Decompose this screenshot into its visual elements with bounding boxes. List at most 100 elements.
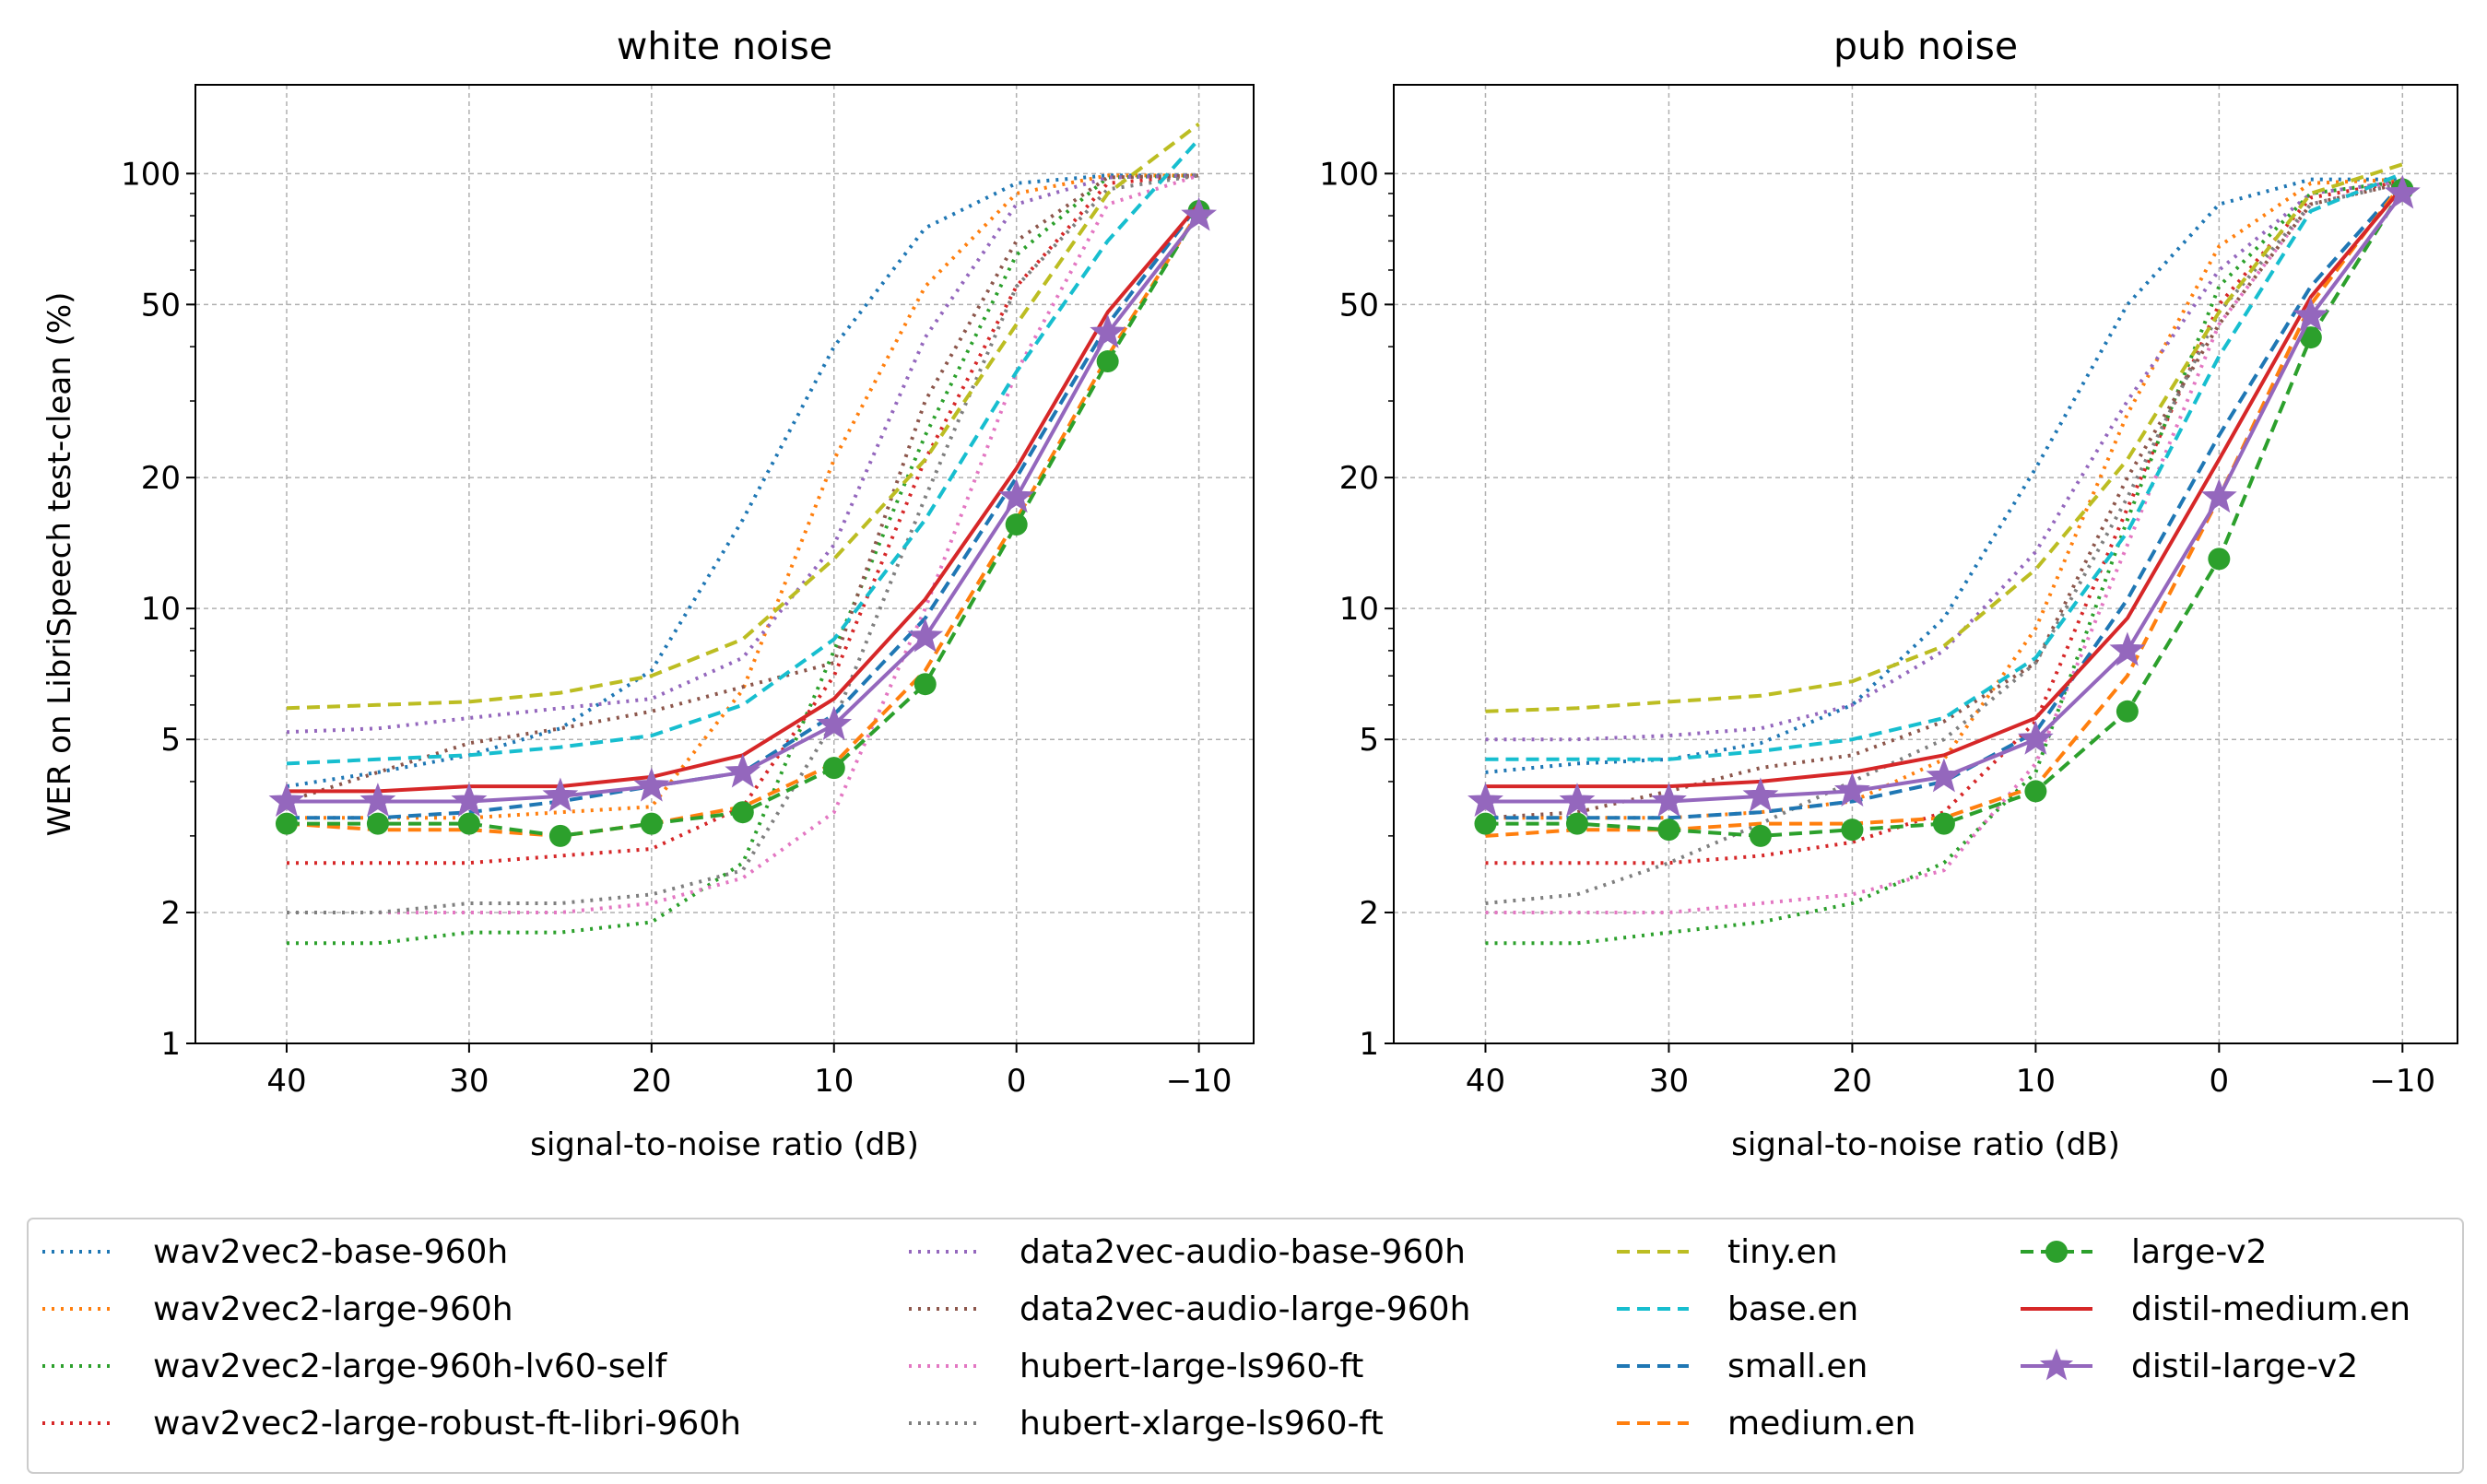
data-point [816, 705, 853, 740]
data-point [2293, 297, 2329, 332]
series-hubert-xlarge-ls960-ft [1485, 181, 2403, 905]
legend-label: large-v2 [2131, 1233, 2267, 1271]
y-tick-label: 10 [1339, 591, 1379, 628]
data-point [1833, 771, 1870, 807]
grid-lines [195, 85, 1254, 1044]
data-point [548, 824, 572, 847]
data-point [451, 783, 488, 818]
legend-label: data2vec-audio-large-960h [1020, 1290, 1470, 1328]
legend-frame [27, 1218, 2464, 1474]
series-layer [268, 122, 1218, 946]
series-wav2vec2-large-960h [1485, 177, 2403, 820]
legend-entry-data2vec-audio-large-960h: data2vec-audio-large-960h [909, 1290, 1470, 1328]
series-line [1485, 171, 2404, 761]
legend-label: wav2vec2-base-960h [153, 1233, 508, 1271]
series-base-en [286, 137, 1201, 766]
series-large-v2 [1474, 178, 2414, 847]
data-point [1932, 812, 1955, 835]
x-tick-label: 40 [266, 1063, 306, 1100]
data-point [1841, 819, 1864, 842]
series-line [1485, 179, 2403, 742]
series-distil-medium-en [287, 203, 1201, 794]
legend-label: tiny.en [1727, 1233, 1838, 1271]
legend-label: medium.en [1727, 1405, 1915, 1443]
data-point [366, 812, 389, 835]
series-line [287, 173, 1199, 820]
data-point [725, 753, 761, 788]
data-point [640, 812, 663, 835]
data-point [1926, 758, 1962, 793]
y-tick-label: 5 [1359, 722, 1379, 759]
data-point [633, 767, 670, 802]
data-point [1096, 350, 1119, 373]
data-point [1749, 824, 1772, 847]
series-wav2vec2-base-960h [286, 173, 1199, 789]
series-line [1485, 181, 2403, 905]
legend-entry-distil-large-v2: distil-large-v2 [2021, 1348, 2358, 1385]
data-point [2200, 478, 2237, 513]
data-point [275, 812, 298, 835]
data-point [731, 801, 754, 824]
series-line [286, 173, 1199, 789]
data-point [907, 618, 944, 653]
legend-entry-small-en: small.en [1617, 1348, 1868, 1385]
legend-marker [2045, 1241, 2068, 1263]
series-layer [1467, 162, 2421, 946]
y-tick-label: 1 [1359, 1026, 1379, 1063]
legend-label: small.en [1727, 1348, 1868, 1385]
legend-entry-wav2vec2-base-960h: wav2vec2-base-960h [42, 1233, 508, 1271]
data-point [1467, 783, 1503, 818]
data-point [2116, 700, 2139, 723]
series-wav2vec2-large-960h-lv60-self [1485, 179, 2403, 946]
data-point [2384, 174, 2421, 209]
x-tick-label: 10 [2016, 1063, 2056, 1100]
series-medium-en [1485, 182, 2404, 838]
data-point [457, 812, 480, 835]
series-line [1485, 177, 2403, 774]
series-hubert-large-ls960-ft [1485, 179, 2403, 914]
legend-entry-wav2vec2-large-960h-lv60-self: wav2vec2-large-960h-lv60-self [42, 1348, 668, 1385]
data-point [542, 777, 579, 812]
data-point [268, 783, 305, 818]
legend-entries: wav2vec2-base-960h wav2vec2-large-960h wav… [42, 1233, 2410, 1443]
y-tick-label: 50 [1339, 287, 1379, 324]
series-line [1485, 177, 2403, 820]
series-line [1485, 192, 2404, 804]
data-point [1657, 819, 1680, 842]
x-tick-label: −10 [2369, 1063, 2435, 1100]
series-line [287, 203, 1201, 794]
legend-label: distil-large-v2 [2131, 1348, 2358, 1385]
series-line [287, 173, 1199, 946]
legend-entry-large-v2: large-v2 [2021, 1233, 2267, 1271]
legend-label: hubert-large-ls960-ft [1020, 1348, 1363, 1385]
data-point [1742, 777, 1779, 812]
x-tick-label: 20 [631, 1063, 671, 1100]
data-point [2299, 326, 2322, 349]
legend-entry-tiny-en: tiny.en [1617, 1233, 1838, 1271]
data-point [1565, 812, 1588, 835]
y-tick-label: 10 [141, 591, 181, 628]
legend: wav2vec2-base-960h wav2vec2-large-960h wav… [27, 1218, 2464, 1474]
x-tick-label: 30 [1649, 1063, 1689, 1100]
legend-entry-distil-medium-en: distil-medium.en [2021, 1290, 2410, 1328]
series-wav2vec2-large-960h [287, 173, 1199, 820]
series-base-en [1485, 171, 2404, 761]
data-point [2024, 780, 2047, 803]
series-line [1485, 181, 2403, 820]
series-tiny-en [286, 122, 1200, 711]
data-point [913, 673, 937, 696]
legend-label: wav2vec2-large-robust-ft-libri-960h [153, 1405, 741, 1443]
legend-entry-medium-en: medium.en [1617, 1405, 1915, 1443]
panel-title-white-noise: white noise [617, 24, 832, 68]
series-distil-medium-en [1485, 185, 2404, 789]
y-tick-label: 100 [1319, 156, 1379, 193]
series-data2vec-audio-large-960h [1485, 181, 2403, 820]
legend-entry-base-en: base.en [1617, 1290, 1858, 1328]
data-point [1559, 783, 1596, 818]
legend-entry-hubert-large-ls960-ft: hubert-large-ls960-ft [909, 1348, 1363, 1385]
y-tick-label: 5 [160, 722, 181, 759]
data-point [2208, 548, 2231, 571]
